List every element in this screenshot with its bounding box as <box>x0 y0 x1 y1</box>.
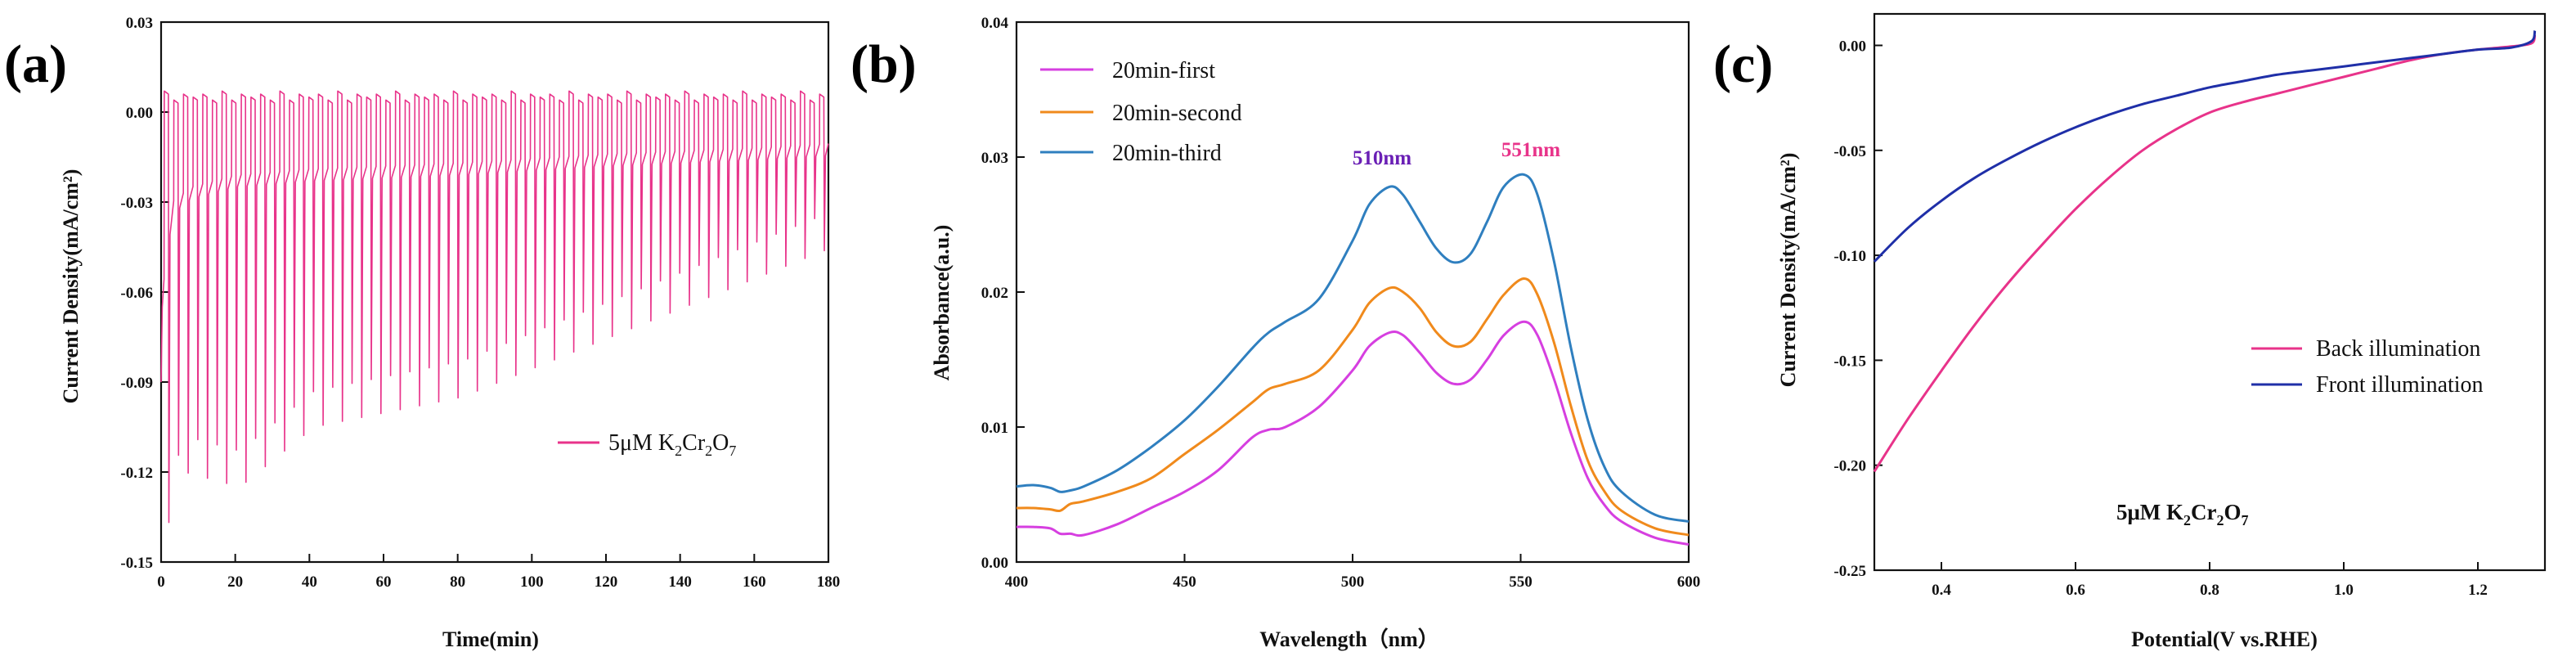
panel-a-ytick-label: -0.06 <box>120 285 153 302</box>
panel-b-annotation-510nm: 510nm <box>1353 147 1411 169</box>
panel-c-frame <box>1873 12 2547 572</box>
panel-a-ylabel: Current Density(mA/cm²) <box>59 169 83 404</box>
panel-b-annotation-551nm: 551nm <box>1501 139 1560 161</box>
panel-c-xtick-label: 0.8 <box>2200 582 2219 599</box>
panel-a-ytick-label: -0.12 <box>120 465 153 482</box>
legend-a-text: 5μM K <box>608 430 675 456</box>
panel-b-label: (b) <box>850 34 917 94</box>
panel-c-ytick-label: 0.00 <box>1839 38 1866 55</box>
panel-b-ytick-label: 0.00 <box>981 555 1008 572</box>
annot-c-end: O <box>2224 500 2242 524</box>
panel-c-ytick-label: -0.05 <box>1833 143 1866 160</box>
legend-label-20min-third: 20min-third <box>1112 141 1222 166</box>
panel-b-ytick-label: 0.02 <box>981 285 1008 302</box>
panel-b-xtick-label: 550 <box>1509 573 1533 591</box>
panel-b-ytick-label: 0.03 <box>981 150 1008 167</box>
panel-c-xlabel: Potential(V vs.RHE) <box>2131 627 2318 651</box>
panel-a-ytick-label: 0.03 <box>126 15 153 32</box>
legend-a-mid: Cr <box>682 430 706 456</box>
panel-b-xtick-label: 500 <box>1341 573 1365 591</box>
legend-label-front-illumination: Front illumination <box>2316 372 2484 398</box>
panel-c-ytick-label: -0.10 <box>1833 248 1866 265</box>
panel-b-ytick-label: 0.01 <box>981 420 1008 437</box>
panel-c-series-back-illumination <box>1873 34 2537 473</box>
panel-a-ytick-label: -0.15 <box>120 555 153 572</box>
legend-label-20min-first: 20min-first <box>1112 58 1215 83</box>
panel-c-xtick-label: 1.0 <box>2334 582 2354 599</box>
panel-a-xtick-label: 100 <box>520 573 544 591</box>
annot-c-sub2: 2 <box>2217 512 2224 528</box>
panel-b-ytick-label: 0.04 <box>981 15 1009 32</box>
plot-layer: 0 20 40 60 80 100 120 140 160 180 0.03 0.00 -0.03 -0.… <box>120 12 2547 599</box>
panel-b-series-20min-third <box>1016 173 1690 523</box>
panel-b-xlabel: Wavelength（nm） <box>1259 627 1439 651</box>
panel-a-xlabel: Time(min) <box>442 627 539 651</box>
panel-c-label: (c) <box>1713 34 1773 94</box>
panel-a-ytick-label: -0.03 <box>120 195 153 212</box>
panel-b-ylabel: Absorbance(a.u.) <box>930 225 954 381</box>
panel-b-xtick-label: 600 <box>1677 573 1701 591</box>
annot-c-sub3: 7 <box>2242 512 2249 528</box>
panel-a-ytick-label: 0.00 <box>126 105 153 122</box>
legend-a-sub3: 7 <box>729 443 736 459</box>
panel-b-xtick-label: 450 <box>1173 573 1196 591</box>
panel-c-xtick-label: 1.2 <box>2468 582 2488 599</box>
panel-c-ytick-label: -0.20 <box>1833 458 1866 475</box>
legend-label-k2cr2o7: 5μM K2Cr2O7 <box>608 430 736 459</box>
panel-b-xtick-label: 400 <box>1005 573 1029 591</box>
panel-b-legend: 20min-first 20min-second 20min-third <box>1040 58 1242 166</box>
panel-a-legend: 5μM K2Cr2O7 <box>558 430 736 459</box>
annot-c-sub1: 2 <box>2183 512 2191 528</box>
panel-a-xtick-label: 40 <box>302 573 317 591</box>
panel-c-annotation-k2cr2o7: 5μM K2Cr2O7 <box>2116 500 2249 528</box>
legend-label-back-illumination: Back illumination <box>2316 336 2480 362</box>
panel-b-series-20min-first <box>1016 320 1690 546</box>
annot-c-mid: Cr <box>2191 500 2216 524</box>
panel-a-ytick-label: -0.09 <box>120 375 153 392</box>
panel-a-label: (a) <box>4 34 67 94</box>
annot-c-text: 5μM K <box>2116 500 2183 524</box>
legend-a-sub2: 2 <box>705 443 712 459</box>
panel-a-xtick-label: 0 <box>157 573 165 591</box>
panel-c-xtick-label: 0.4 <box>1932 582 1951 599</box>
panel-c-ylabel: Current Density(mA/cm²) <box>1776 153 1800 388</box>
panel-c-xtick-label: 0.6 <box>2066 582 2085 599</box>
panel-c-ytick-label: -0.25 <box>1833 563 1866 580</box>
panel-a-xtick-label: 80 <box>450 573 465 591</box>
panel-a-xtick-label: 20 <box>227 573 243 591</box>
panel-c-series-front-illumination <box>1873 30 2537 263</box>
panel-a-series-k2cr2o7 <box>160 90 829 524</box>
legend-label-20min-second: 20min-second <box>1112 101 1242 126</box>
panel-c-ytick-label: -0.15 <box>1833 353 1866 370</box>
panel-a-xtick-label: 60 <box>376 573 392 591</box>
panel-a-xtick-label: 160 <box>743 573 766 591</box>
panel-b-series-20min-second <box>1016 277 1690 537</box>
legend-a-end: O <box>712 430 729 456</box>
panel-a-xtick-label: 120 <box>595 573 618 591</box>
panel-c-legend: Back illumination Front illumination <box>2251 336 2484 398</box>
panel-a-xtick-label: 140 <box>668 573 692 591</box>
legend-a-sub1: 2 <box>675 443 682 459</box>
panel-a-xtick-label: 180 <box>817 573 841 591</box>
